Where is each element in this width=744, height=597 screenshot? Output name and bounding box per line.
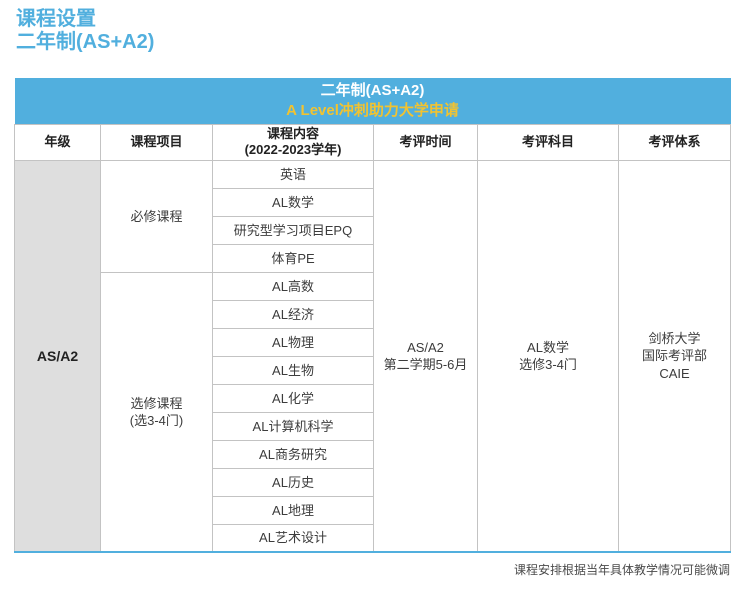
page-title: 课程设置 二年制(AS+A2) [16,8,730,54]
table-row: AL数学 [15,187,731,217]
course-cell: 英语 [212,159,374,189]
assessment-time-line1: AS/A2 [407,339,444,355]
table-row: AS/A2 必修课程 英语 AS/A2 第二学期5-6月 AL数学 选修3-4门… [14,159,732,553]
course-cell: AL商务研究 [212,439,374,469]
elective-label-line2: (选3-4门) [129,413,184,429]
elective-program-cell: 选修课程 (选3-4门) [100,271,213,553]
banner-row: 二年制(AS+A2) A Level冲刺助力大学申请 [14,78,731,125]
assessment-time-line2: 第二学期5-6月 [383,357,468,373]
column-header-row: 年级 课程项目 课程内容 (2022-2023学年) 考评时间 考评科目 考评体… [14,123,732,161]
course-table: 二年制(AS+A2) A Level冲刺助力大学申请 年级 课程项目 课程内容 … [14,78,732,554]
course-cell: AL高数 [212,271,374,301]
col-header-time: 考评时间 [373,123,478,161]
course-cell: AL经济 [212,299,374,329]
assessment-system-line1: 剑桥大学 [648,330,701,346]
table-row: AL计算机科学 [15,411,731,441]
page-title-line1: 课程设置 [16,8,96,30]
course-cell: AL地理 [212,495,374,525]
course-cell: AL艺术设计 [212,523,374,553]
course-cell: AL数学 [212,187,374,217]
table-banner: 二年制(AS+A2) A Level冲刺助力大学申请 [14,78,731,125]
col-header-program: 课程项目 [100,123,213,161]
col-header-content-line2: (2022-2023学年) [244,142,342,158]
course-cell: AL化学 [212,383,374,413]
col-header-system: 考评体系 [617,123,732,161]
table-row: AL艺术设计 [15,523,731,553]
assessment-subject-line1: AL数学 [527,339,569,355]
table-row: AL物理 [15,327,731,357]
footnote: 课程安排根据当年具体教学情况可能微调 [513,563,730,578]
page: 课程设置 二年制(AS+A2) 二年制(AS+A2) A Level冲刺助力大学… [14,8,732,578]
col-header-subject: 考评科目 [477,123,619,161]
assessment-time-cell: AS/A2 第二学期5-6月 [373,159,478,553]
course-cell: AL计算机科学 [212,411,374,441]
table-row: 研究型学习项目EPQ [15,215,731,245]
assessment-system-line2: 国际考评部 [642,348,708,364]
col-header-content: 课程内容 (2022-2023学年) [212,123,374,161]
course-cell: AL物理 [212,327,374,357]
elective-label-line1: 选修课程 [130,395,183,411]
col-header-grade: 年级 [14,123,101,161]
assessment-system-line3: CAIE [659,365,690,381]
required-program-cell: 必修课程 [100,159,213,273]
banner-title: 二年制(AS+A2) [320,81,425,99]
table-row: AL商务研究 [15,439,731,469]
course-cell: 体育PE [212,243,374,273]
table-row: 选修课程 (选3-4门) AL高数 [15,271,731,553]
assessment-subject-line2: 选修3-4门 [519,357,577,373]
table-row: AL化学 [15,383,731,413]
course-cell: AL历史 [212,467,374,497]
banner-subtitle: A Level冲刺助力大学申请 [286,102,459,120]
table-row: AL生物 [15,355,731,385]
course-cell: AL生物 [212,355,374,385]
assessment-subject-cell: AL数学 选修3-4门 [477,159,619,553]
page-title-line2: 二年制(AS+A2) [16,31,155,54]
grade-cell: AS/A2 [14,159,101,553]
col-header-content-line1: 课程内容 [266,126,319,142]
course-cell: 研究型学习项目EPQ [212,215,374,245]
assessment-system-cell: 剑桥大学 国际考评部 CAIE [617,159,732,553]
